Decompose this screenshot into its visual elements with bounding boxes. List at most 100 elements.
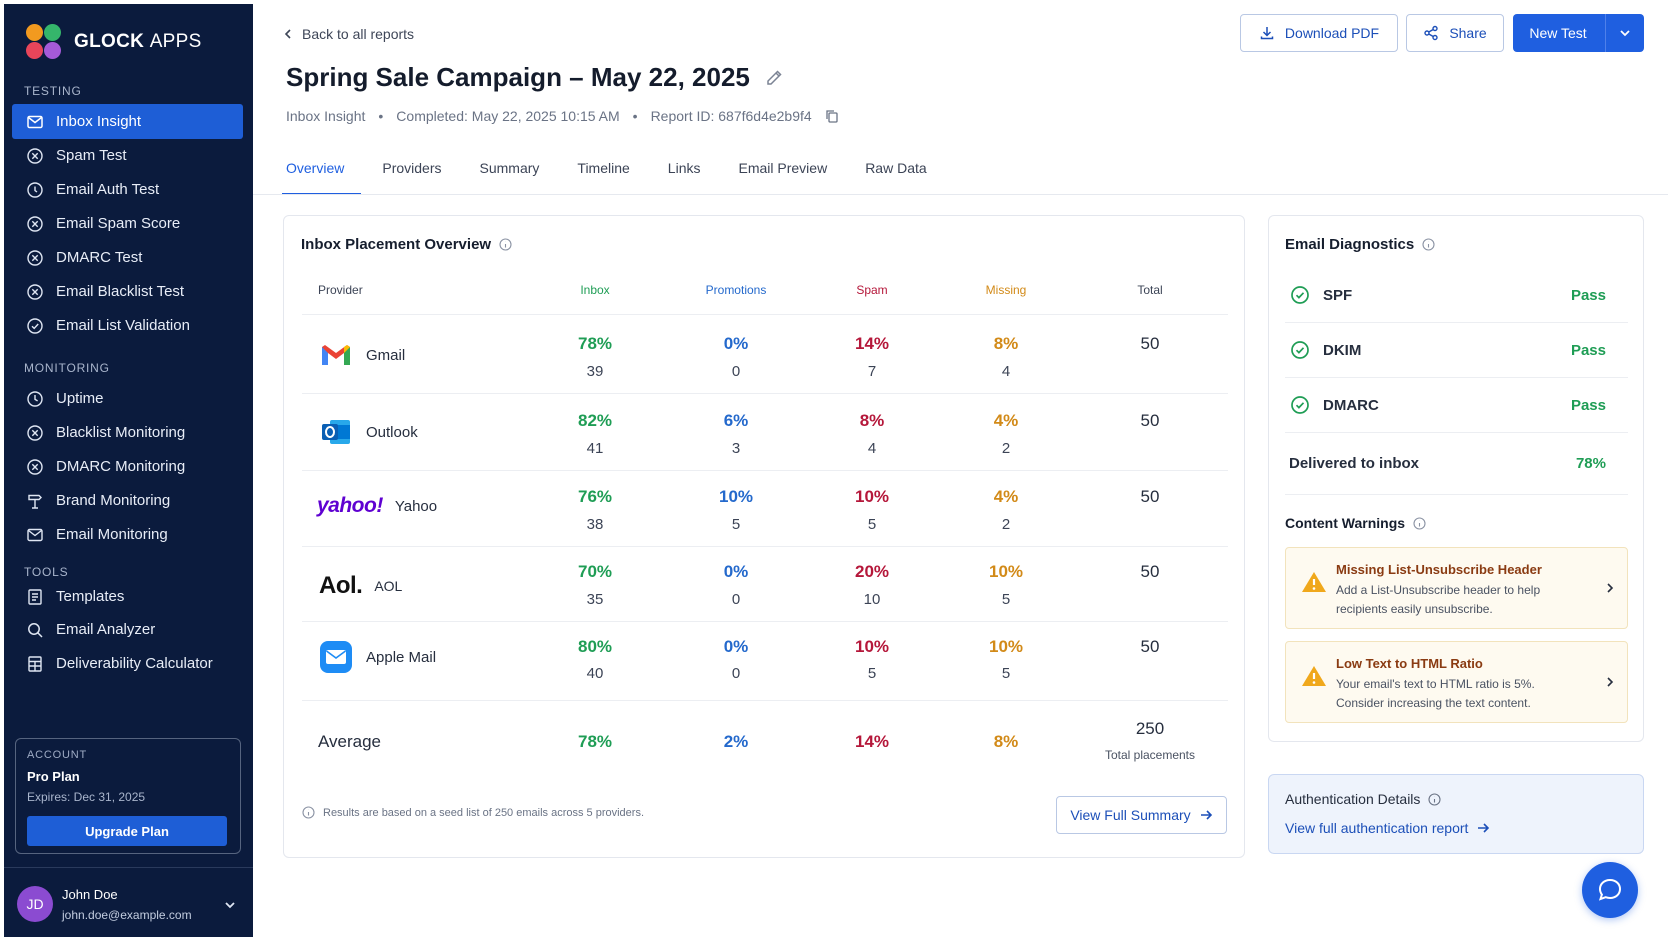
aol-total: 50 [1140, 562, 1160, 581]
average-missing-pct: 8% [993, 732, 1019, 751]
apple-mail-spam-count: 5 [867, 665, 877, 682]
aol-logo-icon: Aol. [319, 572, 363, 599]
edit-pencil-icon[interactable] [764, 68, 784, 88]
warning-missing-unsubscribe[interactable]: Missing List-Unsubscribe Header Add a Li… [1285, 547, 1628, 629]
apple-mail-inbox-pct: 80% [577, 637, 613, 656]
report-meta: Inbox Insight • Completed: May 22, 2025 … [286, 108, 839, 124]
download-pdf-button[interactable]: Download PDF [1240, 14, 1398, 52]
mail-icon [27, 528, 43, 541]
aol-promo-pct: 0% [723, 562, 749, 581]
tab-summary[interactable]: Summary [479, 160, 540, 176]
yahoo-total: 50 [1140, 487, 1160, 506]
apple-mail-logo-icon [318, 641, 354, 673]
sidebar-item-templates[interactable]: Templates [12, 579, 243, 614]
table-row-gmail[interactable]: Gmail [318, 339, 405, 371]
info-icon[interactable] [1428, 792, 1441, 806]
view-full-summary-button[interactable]: View Full Summary [1056, 796, 1227, 834]
row-divider [302, 546, 1228, 547]
copy-icon[interactable] [825, 109, 839, 123]
outlook-inbox-pct: 82% [577, 411, 613, 430]
inbox-placement-card [283, 215, 1245, 858]
share-button[interactable]: Share [1406, 14, 1504, 52]
info-icon[interactable] [499, 238, 512, 251]
gmail-missing-count: 4 [1001, 363, 1011, 380]
view-auth-report-link[interactable]: View full authentication report [1285, 820, 1490, 836]
tab-email-preview[interactable]: Email Preview [738, 160, 828, 176]
sidebar-item-uptime[interactable]: Uptime [12, 381, 243, 416]
aol-spam-pct: 20% [854, 562, 890, 581]
gmail-missing-pct: 8% [993, 334, 1019, 353]
aol-inbox-count: 35 [586, 591, 604, 608]
report-type: Inbox Insight [286, 108, 366, 124]
outlook-promo-count: 3 [731, 440, 741, 457]
account-plan: Pro Plan [27, 769, 80, 784]
mail-icon [27, 115, 43, 128]
apple-mail-promo-count: 0 [731, 665, 741, 682]
upgrade-plan-button[interactable]: Upgrade Plan [27, 816, 227, 846]
page-title: Spring Sale Campaign – May 22, 2025 [286, 62, 784, 93]
info-icon[interactable] [1413, 516, 1426, 530]
sidebar-divider [4, 867, 253, 868]
chevron-down-icon[interactable] [1618, 26, 1632, 40]
chevron-down-icon[interactable] [223, 898, 237, 912]
sidebar-item-email-auth-test[interactable]: Email Auth Test [12, 172, 243, 207]
outlook-missing-count: 2 [1001, 440, 1011, 457]
table-row-outlook[interactable]: Outlook [318, 416, 418, 448]
avatar[interactable]: JD [17, 886, 53, 922]
sidebar-item-dmarc-monitoring[interactable]: DMARC Monitoring [12, 449, 243, 484]
check-circle-icon [1291, 286, 1309, 304]
brand-logo[interactable]: GLOCK APPS [26, 24, 202, 60]
warning-low-text-html-ratio[interactable]: Low Text to HTML Ratio Your email's text… [1285, 641, 1628, 723]
outlook-spam-pct: 8% [859, 411, 885, 430]
tab-raw-data[interactable]: Raw Data [865, 160, 927, 176]
tab-timeline[interactable]: Timeline [577, 160, 630, 176]
warning-icon [1302, 666, 1326, 686]
col-header-provider: Provider [318, 283, 363, 297]
split-divider [1604, 14, 1606, 52]
sidebar-item-deliverability-calculator[interactable]: Deliverability Calculator [12, 646, 243, 681]
table-row-apple-mail[interactable]: Apple Mail [318, 641, 436, 673]
yahoo-spam-count: 5 [867, 516, 877, 533]
section-label-testing: TESTING [24, 84, 82, 98]
info-icon [302, 806, 315, 819]
dmarc-status: Pass [1570, 396, 1606, 414]
sidebar-item-email-blacklist-test[interactable]: Email Blacklist Test [12, 274, 243, 309]
outlook-inbox-count: 41 [586, 440, 604, 457]
row-divider [302, 700, 1228, 701]
yahoo-missing-count: 2 [1001, 516, 1011, 533]
sidebar-item-email-list-validation[interactable]: Email List Validation [12, 308, 243, 343]
row-divider [302, 314, 1228, 315]
chat-button[interactable] [1582, 862, 1638, 918]
table-row-aol[interactable]: Aol. AOL [319, 572, 403, 599]
aol-spam-count: 10 [863, 591, 881, 608]
account-label: ACCOUNT [27, 749, 87, 761]
sidebar-item-email-spam-score[interactable]: Email Spam Score [12, 206, 243, 241]
diag-row-spf: SPF Pass [1285, 268, 1628, 323]
gmail-spam-count: 7 [867, 363, 877, 380]
apple-mail-promo-pct: 0% [723, 637, 749, 656]
tab-providers[interactable]: Providers [382, 160, 442, 176]
sidebar-item-email-monitoring[interactable]: Email Monitoring [12, 517, 243, 552]
outlook-total: 50 [1140, 411, 1160, 430]
average-promo-pct: 2% [723, 732, 749, 751]
apple-mail-total: 50 [1140, 637, 1160, 656]
sidebar-item-blacklist-monitoring[interactable]: Blacklist Monitoring [12, 415, 243, 450]
x-circle-icon [27, 249, 43, 266]
aol-missing-pct: 10% [988, 562, 1024, 581]
tab-overview[interactable]: Overview [282, 150, 362, 195]
sidebar-item-dmarc-test[interactable]: DMARC Test [12, 240, 243, 275]
aol-inbox-pct: 70% [577, 562, 613, 581]
sidebar-item-spam-test[interactable]: Spam Test [12, 138, 243, 173]
dkim-status: Pass [1570, 341, 1606, 359]
tab-links[interactable]: Links [667, 160, 701, 176]
calculator-icon [28, 655, 42, 672]
auth-details-title: Authentication Details [1285, 791, 1441, 807]
sidebar-item-inbox-insight[interactable]: Inbox Insight [12, 104, 243, 139]
share-icon [1424, 25, 1439, 41]
back-to-reports-link[interactable]: Back to all reports [282, 26, 414, 42]
new-test-button[interactable]: New Test [1513, 14, 1644, 52]
sidebar-item-brand-monitoring[interactable]: Brand Monitoring [12, 483, 243, 518]
sidebar-item-email-analyzer[interactable]: Email Analyzer [12, 612, 243, 647]
table-row-yahoo[interactable]: yahoo! Yahoo [317, 494, 438, 517]
info-icon[interactable] [1422, 238, 1435, 251]
